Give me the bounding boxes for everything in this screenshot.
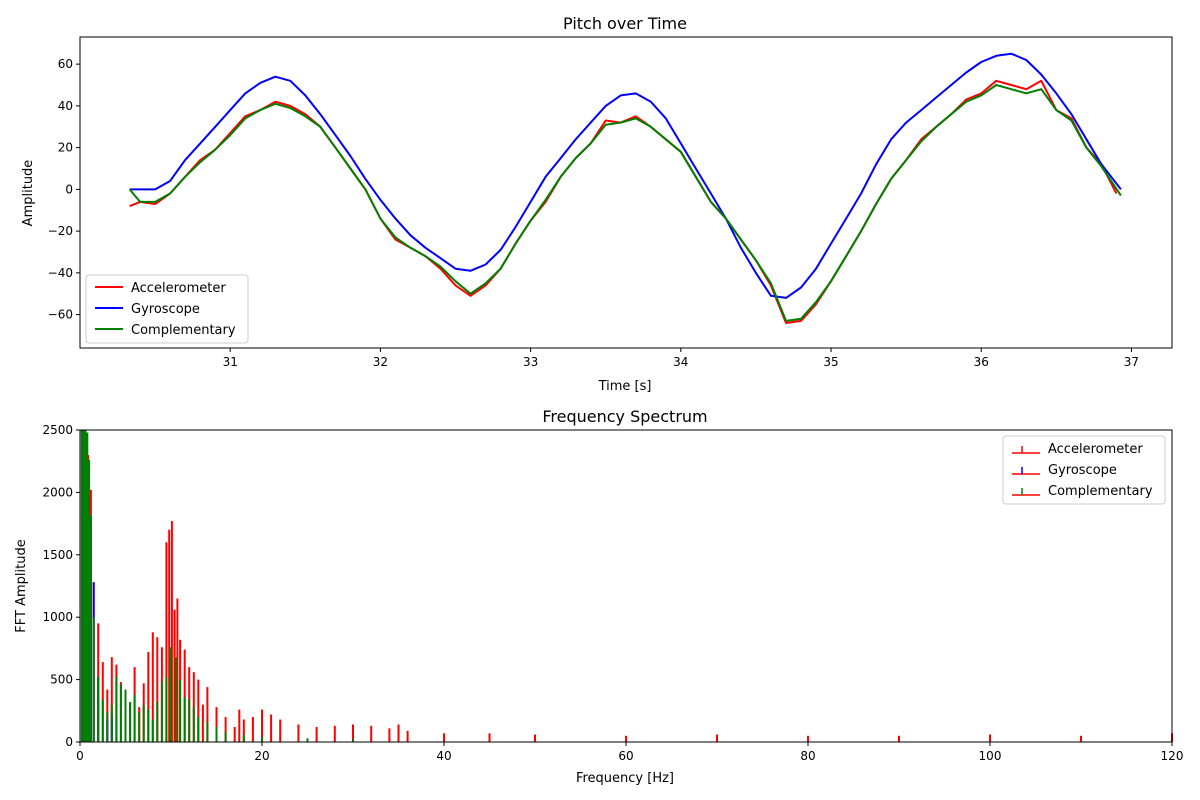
pitch-x-tick-label-35: 35 — [823, 355, 838, 369]
pitch-x-tick-label-33: 33 — [523, 355, 538, 369]
spectrum-legend-label-accelerometer: Accelerometer — [1048, 442, 1143, 457]
pitch-ticks: 31 32 33 34 35 36 37 −60 −40 −20 0 20 40 60 — [48, 57, 1139, 369]
spectrum-x-tick-label-40: 40 — [436, 749, 451, 763]
pitch-x-tick-label-34: 34 — [673, 355, 688, 369]
spectrum-panel: Frequency Spectrum Frequency [Hz] FFT Am… — [14, 407, 1183, 786]
spectrum-ticks: 0 20 40 60 80 100 120 0 500 1000 1500 2000 2500 — [42, 423, 1183, 763]
spectrum-x-tick-label-100: 100 — [979, 749, 1002, 763]
pitch-y-tick-label-40: 40 — [58, 99, 73, 113]
spectrum-y-tick-label-0: 0 — [65, 735, 73, 749]
pitch-line-gyroscope — [129, 52, 1122, 299]
pitch-legend-label-complementary: Complementary — [131, 323, 236, 338]
pitch-legend-box — [85, 274, 249, 344]
spectrum-y-tick-label-500: 500 — [50, 673, 73, 687]
pitch-y-tick-label-60: 60 — [58, 57, 73, 71]
spectrum-bars — [80, 430, 1173, 742]
pitch-y-tick-label--20: −20 — [48, 224, 73, 238]
pitch-x-tick-label-37: 37 — [1124, 355, 1139, 369]
spectrum-legend-label-gyroscope: Gyroscope — [1048, 463, 1117, 478]
spectrum-x-tick-label-60: 60 — [618, 749, 633, 763]
pitch-axes-frame — [79, 36, 1173, 349]
pitch-y-label: Amplitude — [21, 160, 36, 227]
pitch-y-tick-label--40: −40 — [48, 266, 73, 280]
pitch-x-tick-label-31: 31 — [223, 355, 238, 369]
pitch-y-tick-label-0: 0 — [65, 182, 73, 196]
spectrum-y-tick-label-1500: 1500 — [42, 548, 73, 562]
spectrum-y-tick-label-2000: 2000 — [42, 485, 73, 499]
pitch-y-tick-label--60: −60 — [48, 308, 73, 322]
pitch-title: Pitch over Time — [563, 14, 687, 33]
spectrum-x-tick-label-20: 20 — [254, 749, 269, 763]
pitch-y-tick-label-20: 20 — [58, 141, 73, 155]
pitch-panel: Pitch over Time Time [s] Amplitude 31 32 3… — [21, 14, 1173, 394]
pitch-lines — [128, 52, 1122, 324]
spectrum-y-label: FFT Amplitude — [14, 539, 29, 632]
spectrum-x-tick-label-80: 80 — [800, 749, 815, 763]
spectrum-y-tick-label-2500: 2500 — [42, 423, 73, 437]
pitch-x-label: Time [s] — [598, 379, 652, 394]
spectrum-legend-box — [1002, 435, 1166, 505]
pitch-line-accelerometer — [129, 79, 1118, 324]
pitch-legend: Accelerometer Gyroscope Complementary — [85, 274, 249, 344]
spectrum-x-tick-label-0: 0 — [76, 749, 84, 763]
pitch-legend-label-gyroscope: Gyroscope — [131, 302, 200, 317]
spectrum-axes-frame — [79, 429, 1173, 743]
spectrum-y-tick-label-1000: 1000 — [42, 610, 73, 624]
pitch-x-tick-label-36: 36 — [974, 355, 989, 369]
spectrum-legend-label-complementary: Complementary — [1048, 484, 1153, 499]
spectrum-x-tick-label-120: 120 — [1161, 749, 1184, 763]
pitch-legend-label-accelerometer: Accelerometer — [131, 281, 226, 296]
spectrum-legend: Accelerometer Gyroscope Complementary — [1002, 435, 1166, 505]
pitch-line-complementary — [128, 84, 1122, 322]
spectrum-x-label: Frequency [Hz] — [576, 771, 674, 786]
pitch-x-tick-label-32: 32 — [373, 355, 388, 369]
spectrum-title: Frequency Spectrum — [542, 407, 707, 426]
